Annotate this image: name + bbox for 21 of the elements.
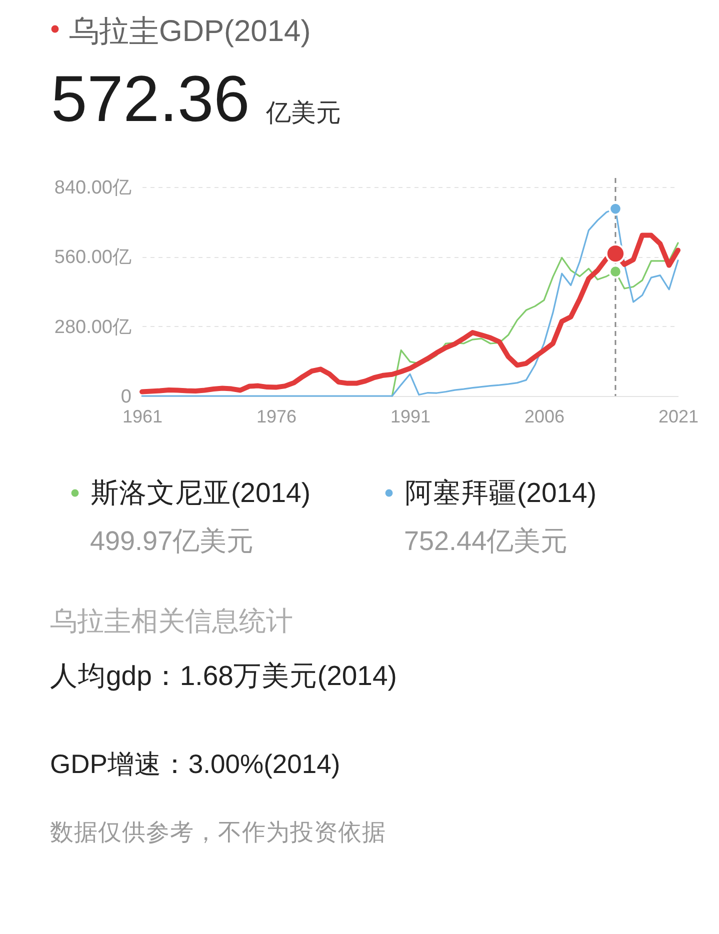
y-tick-label: 0: [120, 386, 132, 408]
text: 亿美元: [265, 99, 341, 127]
legend-label: 斯洛文尼亚(2014): [91, 477, 310, 508]
legend-label: 阿塞拜疆(2014): [405, 477, 596, 508]
text: 乌拉圭相关信息统计: [50, 606, 293, 636]
x-tick-label: 1991: [390, 406, 431, 426]
x-tick-label: 1961: [122, 406, 163, 426]
x-tick-label: 2006: [524, 406, 565, 426]
text: 499.97亿美元: [90, 526, 254, 556]
line-series: [391, 242, 679, 397]
text: 752.44亿美元: [404, 526, 568, 556]
y-tick-label: 840.00亿: [54, 178, 132, 198]
text: 数据仅供参考，不作为投资依据: [50, 819, 386, 845]
y-tick-label: 280.00亿: [54, 316, 132, 338]
x-tick-label: 1976: [256, 406, 297, 426]
legend-label: 乌拉圭GDP(2014): [69, 15, 311, 48]
text: 人均gdp：1.68万美元(2014): [50, 660, 397, 691]
text: 572.36: [51, 62, 250, 135]
x-tick-label: 2021: [658, 406, 699, 426]
text: GDP增速：3.00%(2014): [50, 749, 340, 779]
y-tick-label: 560.00亿: [54, 247, 132, 268]
